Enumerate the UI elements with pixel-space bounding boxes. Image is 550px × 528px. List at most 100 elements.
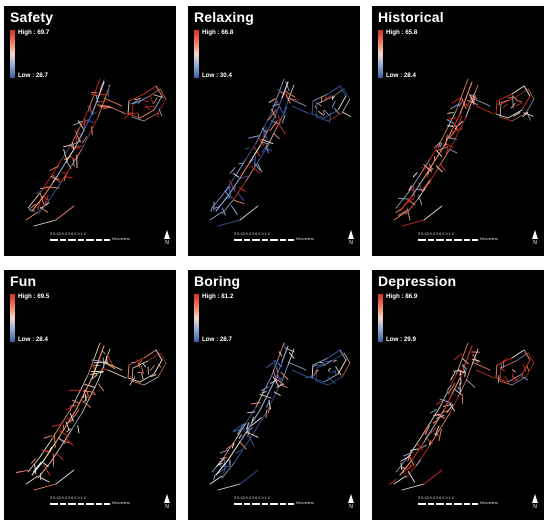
street-segment xyxy=(281,364,289,382)
street-segment xyxy=(443,393,453,411)
street-segment xyxy=(327,367,331,372)
map-panel-depression: Depression High : 86.9 Low : 29.9 0 0.15… xyxy=(372,270,544,520)
street-segment xyxy=(457,386,462,392)
street-segment xyxy=(495,364,498,379)
street-segment xyxy=(433,433,439,436)
street-segment xyxy=(158,363,162,368)
north-arrow-icon: N xyxy=(532,494,538,510)
street-segment xyxy=(232,173,240,178)
street-segment xyxy=(43,441,57,461)
street-segment xyxy=(471,358,481,362)
street-segment xyxy=(259,129,269,147)
street-segment xyxy=(141,373,144,380)
street-segment xyxy=(521,376,529,381)
street-segment xyxy=(89,116,99,134)
panel-title: Relaxing xyxy=(194,9,254,25)
street-segment xyxy=(105,355,108,364)
street-segment xyxy=(37,462,51,479)
street-segment xyxy=(465,100,473,118)
street-segment xyxy=(515,88,529,98)
street-segment xyxy=(261,391,267,394)
street-segment xyxy=(277,122,286,135)
street-segment xyxy=(465,81,473,99)
street-segment xyxy=(224,190,231,198)
street-segment xyxy=(143,112,159,122)
street-segment xyxy=(341,98,351,114)
street-segment xyxy=(507,109,523,119)
street-segment xyxy=(451,377,461,395)
street-segment xyxy=(457,380,467,398)
street-segment xyxy=(91,97,99,115)
street-segment xyxy=(72,142,75,150)
street-segment xyxy=(43,435,53,439)
street-segment xyxy=(470,94,478,99)
street-segment xyxy=(469,93,475,105)
street-segment xyxy=(315,102,322,107)
street-segment xyxy=(342,112,352,118)
scale-unit: Kilometers xyxy=(296,501,314,505)
scale-unit: Kilometers xyxy=(296,237,314,241)
street-segment xyxy=(445,147,449,155)
street-segment xyxy=(318,110,324,116)
street-segment xyxy=(66,160,72,169)
street-segment xyxy=(439,142,443,148)
street-segment xyxy=(393,211,407,221)
street-segment xyxy=(245,428,257,446)
street-segment xyxy=(55,425,67,443)
street-segment xyxy=(92,364,96,372)
street-segment xyxy=(407,470,416,483)
street-segment xyxy=(232,428,245,433)
street-segment xyxy=(471,97,491,107)
street-segment xyxy=(27,456,41,473)
street-segment xyxy=(499,357,508,365)
street-segment xyxy=(143,376,159,386)
street-segment xyxy=(39,174,53,194)
scale-tick-labels: 0 0.15 0.3 0.6 0.9 1.2 xyxy=(50,232,86,236)
street-segment xyxy=(220,457,227,460)
street-segment xyxy=(454,120,463,130)
street-segment xyxy=(277,78,285,96)
street-segment xyxy=(79,374,89,392)
street-segment xyxy=(239,425,251,443)
street-segment xyxy=(66,428,71,433)
street-segment xyxy=(447,117,457,120)
street-segment xyxy=(71,399,80,405)
street-segment xyxy=(58,429,70,438)
street-segment xyxy=(315,380,329,386)
street-segment xyxy=(466,379,476,388)
street-segment xyxy=(152,97,158,105)
street-segment xyxy=(267,113,277,131)
panel-title: Depression xyxy=(378,273,457,289)
street-segment xyxy=(279,106,284,113)
street-segment xyxy=(305,375,315,379)
street-segment xyxy=(25,211,39,221)
street-segment xyxy=(448,127,458,139)
street-segment xyxy=(316,96,333,105)
street-segment xyxy=(231,442,235,449)
street-segment xyxy=(215,195,229,212)
street-segment xyxy=(143,85,157,95)
street-segment xyxy=(423,164,432,173)
street-network-map xyxy=(209,78,352,227)
street-segment xyxy=(265,132,275,150)
street-segment xyxy=(58,436,66,444)
scale-tick-labels: 0 0.15 0.3 0.6 0.9 1.2 xyxy=(234,496,270,500)
street-segment xyxy=(435,400,443,405)
street-segment xyxy=(271,108,277,119)
street-segment xyxy=(272,376,279,387)
street-segment xyxy=(511,369,516,373)
street-segment xyxy=(407,208,411,221)
street-segment xyxy=(239,161,251,179)
street-segment xyxy=(523,349,531,361)
street-segment xyxy=(500,99,509,104)
street-segment xyxy=(275,97,283,115)
street-segment xyxy=(271,358,279,376)
street-segment xyxy=(525,98,535,114)
street-segment xyxy=(418,195,423,206)
street-segment xyxy=(273,391,281,396)
street-segment xyxy=(82,136,88,144)
street-segment xyxy=(397,197,410,200)
street-segment xyxy=(460,99,472,109)
street-segment xyxy=(49,165,59,171)
street-segment xyxy=(405,464,415,472)
